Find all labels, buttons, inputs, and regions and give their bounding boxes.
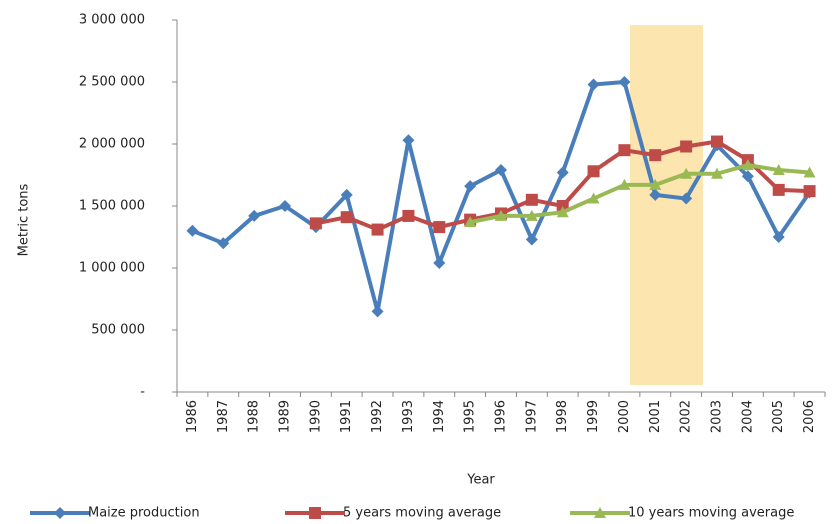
legend-label: 5 years moving average [343, 506, 501, 521]
point-marker [772, 164, 785, 176]
x-tick-label: 2002 [679, 400, 694, 433]
legend-marker [309, 507, 321, 519]
x-axis-title: Year [466, 473, 495, 488]
point-marker [618, 178, 631, 190]
y-tick-label: 2 500 000 [79, 75, 145, 90]
point-marker [433, 221, 446, 234]
x-tick-label: 1986 [185, 400, 200, 433]
x-tick-label: 2004 [740, 400, 755, 433]
point-marker [680, 192, 693, 205]
point-marker [248, 209, 261, 222]
point-marker [340, 188, 353, 201]
x-tick-label: 1991 [339, 400, 354, 433]
y-tick-label: 500 000 [91, 323, 145, 338]
point-marker [433, 257, 446, 270]
x-tick-label: 2003 [710, 400, 725, 433]
x-tick-label: 1997 [524, 400, 539, 433]
point-marker [464, 180, 477, 193]
point-marker [217, 237, 230, 250]
y-tick-label: 3 000 000 [79, 13, 145, 28]
x-tick-label: 2006 [802, 400, 817, 433]
point-marker [587, 165, 600, 178]
point-marker [803, 185, 816, 198]
x-tick-label: 1989 [278, 400, 293, 433]
point-marker [772, 183, 785, 196]
point-marker [680, 167, 693, 179]
point-marker [402, 134, 415, 147]
y-tick-label: 1 000 000 [79, 261, 145, 276]
x-tick-label: 1994 [432, 400, 447, 433]
point-marker [525, 209, 538, 221]
point-marker [340, 211, 353, 224]
x-tick-label: 2001 [648, 400, 663, 433]
point-marker [464, 216, 477, 228]
x-tick-label: 1988 [247, 400, 262, 433]
point-marker [649, 178, 662, 190]
y-tick-label: 2 000 000 [79, 137, 145, 152]
legend-label: 10 years moving average [628, 506, 794, 521]
point-marker [525, 193, 538, 206]
x-tick-label: 1999 [586, 400, 601, 433]
point-marker [309, 217, 322, 230]
y-tick-label: 1 500 000 [79, 199, 145, 214]
x-tick-label: 1996 [494, 400, 509, 433]
point-marker [279, 200, 291, 212]
point-marker [371, 223, 384, 236]
x-tick-label: 1992 [370, 400, 385, 433]
series-line [469, 163, 810, 225]
point-marker [371, 305, 384, 318]
point-marker [402, 209, 415, 222]
point-marker [803, 166, 816, 178]
point-marker [556, 206, 569, 218]
x-tick-label: 1995 [463, 400, 478, 433]
x-tick-label: 2000 [617, 400, 632, 433]
point-marker [587, 192, 600, 204]
point-marker [186, 224, 199, 237]
x-tick-label: 2005 [771, 400, 786, 433]
point-marker [711, 135, 723, 148]
point-marker [741, 170, 754, 183]
point-marker [525, 233, 538, 246]
series-line [191, 80, 812, 314]
y-axis-title: Metric tons [17, 183, 32, 256]
legend-marker [54, 507, 66, 519]
point-marker [772, 231, 785, 243]
highlight-band [630, 25, 703, 385]
point-marker [495, 209, 507, 221]
point-marker [618, 76, 631, 88]
x-tick-label: 1998 [555, 400, 570, 433]
legend-label: Maize production [88, 506, 200, 521]
point-marker [495, 164, 507, 177]
point-marker [649, 149, 662, 162]
legend-marker [594, 507, 606, 518]
y-tick-label: - [140, 385, 145, 400]
point-marker [680, 140, 693, 153]
x-tick-label: 1990 [308, 400, 323, 433]
point-marker [618, 144, 631, 157]
x-tick-label: 1987 [216, 400, 231, 433]
point-marker [556, 166, 569, 179]
point-marker [649, 188, 662, 201]
x-tick-label: 1993 [401, 400, 416, 433]
point-marker [741, 159, 754, 171]
point-marker [587, 78, 600, 91]
point-marker [711, 167, 723, 179]
